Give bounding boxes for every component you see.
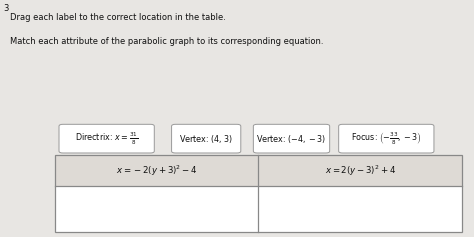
FancyBboxPatch shape bbox=[253, 124, 330, 153]
FancyBboxPatch shape bbox=[59, 124, 155, 153]
FancyBboxPatch shape bbox=[172, 124, 241, 153]
Text: Match each attribute of the parabolic graph to its corresponding equation.: Match each attribute of the parabolic gr… bbox=[10, 37, 324, 46]
Bar bbox=[55, 155, 462, 186]
Text: Vertex: $(4,3)$: Vertex: $(4,3)$ bbox=[180, 133, 233, 145]
Text: Focus: $\left(-\frac{33}{8},-3\right)$: Focus: $\left(-\frac{33}{8},-3\right)$ bbox=[351, 131, 422, 147]
Text: $x = 2(y-3)^2+4$: $x = 2(y-3)^2+4$ bbox=[325, 164, 396, 178]
Text: $x = -2(y+3)^2-4$: $x = -2(y+3)^2-4$ bbox=[116, 164, 197, 178]
FancyBboxPatch shape bbox=[338, 124, 434, 153]
Bar bbox=[55, 155, 462, 232]
Text: Drag each label to the correct location in the table.: Drag each label to the correct location … bbox=[10, 13, 226, 22]
Text: Directrix: $x = \frac{31}{8}$: Directrix: $x = \frac{31}{8}$ bbox=[75, 131, 138, 147]
Text: Vertex: $(-4,-3)$: Vertex: $(-4,-3)$ bbox=[256, 133, 327, 145]
Text: 3: 3 bbox=[4, 4, 9, 13]
Bar bbox=[55, 186, 462, 232]
